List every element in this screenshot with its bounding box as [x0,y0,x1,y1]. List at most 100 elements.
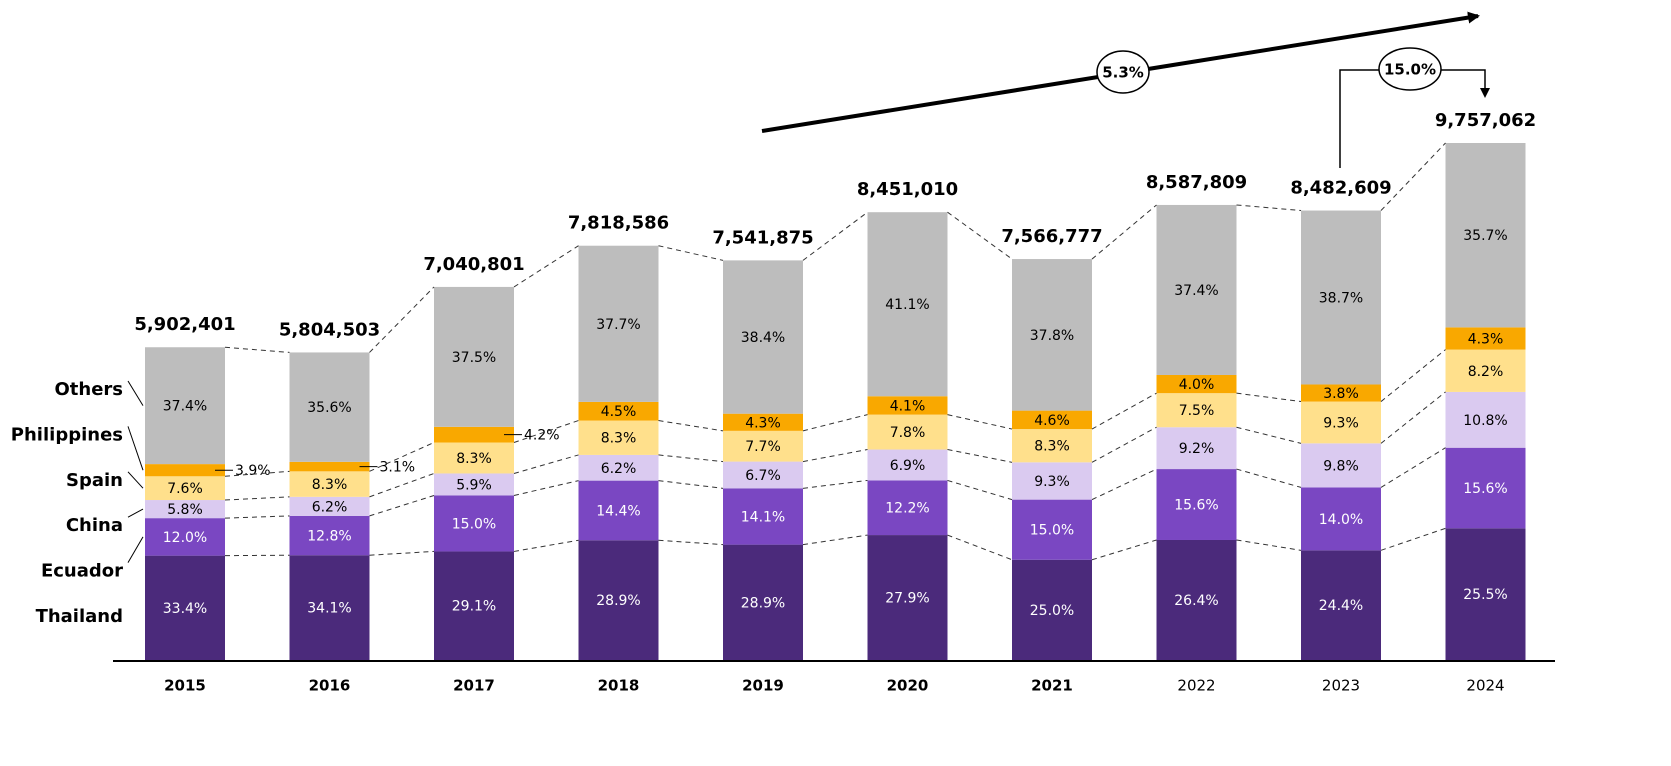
legend-leader [127,536,144,563]
connector [1380,527,1446,551]
segment-label: 35.7% [1463,228,1507,244]
legend-label: Philippines [11,424,123,445]
segment-label: 37.7% [596,317,640,333]
bar-segment [434,473,514,496]
segment-label: 38.4% [741,330,785,346]
bar-segment [289,352,370,462]
bar-segment [434,442,514,474]
bar-segment [434,551,514,660]
legend-label: Thailand [36,606,123,627]
x-tick-label: 2023 [1322,677,1360,695]
total-label: 9,757,062 [1435,110,1536,131]
total-label: 7,818,586 [568,213,669,234]
segment-label: 37.5% [452,350,496,366]
bar-segment [578,420,659,455]
connector [513,454,579,474]
connector [1091,426,1157,463]
segment-label: 4.2% [524,428,560,444]
connector [513,420,579,443]
total-label: 8,451,010 [857,179,958,200]
x-tick-label: 2015 [164,677,206,695]
connector [513,480,579,496]
bar-segment [145,476,225,501]
bar-segment [1445,391,1526,448]
legend-leader [127,426,144,471]
connector [802,211,868,261]
segment-label: 4.3% [1468,331,1504,347]
segment-label: 28.9% [741,595,785,611]
annotation-label: 15.0% [1384,61,1436,79]
bar-segment [1156,204,1237,375]
x-tick-label: 2017 [453,677,495,695]
segment-label: 5.8% [167,502,203,518]
segment-label: 12.8% [307,529,351,545]
segment-label: 8.2% [1468,364,1504,380]
connector [658,454,724,463]
connector [369,550,435,556]
total-label: 7,566,777 [1001,226,1102,247]
segment-label: 7.6% [167,481,203,497]
annotation-badge [1378,47,1442,91]
bar-segment [723,413,803,431]
bar-segment [867,480,948,536]
connector [224,470,290,477]
bar-segment [1445,447,1526,529]
bar-segment [145,347,225,465]
x-tick-label: 2024 [1466,677,1504,695]
legend-leader [127,380,144,406]
bar-segment [1012,410,1092,430]
segment-label: 15.0% [452,516,496,532]
x-tick-label: 2019 [742,677,784,695]
legend-leader [127,471,144,489]
segment-label: 15.6% [1174,498,1218,514]
bar-segment [578,401,659,421]
segment-label: 4.6% [1034,413,1070,429]
segment-label: 25.0% [1030,603,1074,619]
total-label: 5,902,401 [134,314,235,335]
connector [1091,392,1157,430]
segment-label: 26.4% [1174,593,1218,609]
connector [1380,142,1446,211]
segment-label: 6.2% [601,461,637,477]
bar-segment [1301,550,1381,660]
bar-segment [1301,487,1381,551]
connector [1380,349,1446,402]
segment-label: 6.9% [890,458,926,474]
x-tick-label: 2016 [309,677,351,695]
bar-segment [1012,499,1092,560]
segment-label: 15.0% [1030,523,1074,539]
segment-label: 28.9% [596,593,640,609]
segment-label: 7.7% [745,439,781,455]
bar-segment [867,449,948,481]
connector [1236,204,1302,212]
legend-label: Spain [66,470,123,491]
connector [224,515,290,519]
connector [1091,468,1157,501]
segment-label: 34.1% [307,601,351,617]
bar-segment [1301,443,1381,488]
total-label: 8,587,809 [1146,172,1247,193]
segment-label: 9.3% [1323,415,1359,431]
segment-label: 3.9% [235,463,271,479]
segment-label: 7.8% [890,425,926,441]
bar-segment [1156,374,1237,394]
segment-label: 14.0% [1319,512,1363,528]
bar-segment [1445,528,1526,660]
segment-label: 27.9% [885,591,929,607]
segment-label: 29.1% [452,599,496,615]
bar-segment [578,245,659,402]
bar-segment [578,454,659,481]
segment-label: 3.1% [380,460,416,476]
segment-label: 9.8% [1323,458,1359,474]
bar-segment [867,396,948,415]
connector [224,346,290,353]
bar-segment [723,488,803,545]
total-label: 5,804,503 [279,319,380,340]
segment-label: 4.5% [601,404,637,420]
bar-segment [145,464,225,477]
bar-segment [1445,143,1526,328]
connector [1236,426,1302,444]
bar-segment [434,495,514,552]
segment-label: 5.9% [456,477,492,493]
connector [947,414,1013,430]
